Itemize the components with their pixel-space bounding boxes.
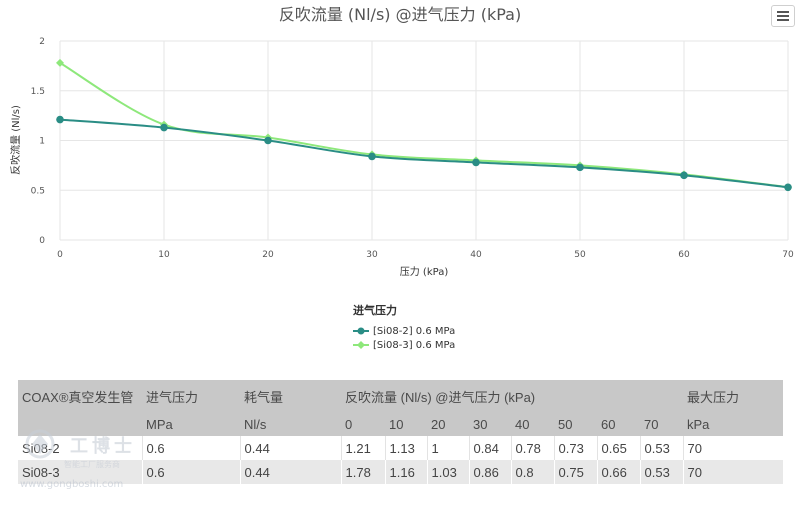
- table-cell: 1.03: [426, 460, 469, 484]
- unit-cell: 20: [427, 412, 469, 436]
- legend-label: [Si08-2] 0.6 MPa: [373, 325, 456, 337]
- unit-cell: Nl/s: [240, 412, 341, 436]
- table-row: Si08-2 0.6 0.44 1.21 1.13 1 0.84 0.78 0.…: [18, 436, 783, 460]
- table-header-row: COAX®真空发生管 进气压力 耗气量 反吹流量 (Nl/s) @进气压力 (k…: [18, 380, 783, 412]
- table-row: Si08-3 0.6 0.44 1.78 1.16 1.03 0.86 0.8 …: [18, 460, 783, 484]
- unit-cell: kPa: [683, 412, 783, 436]
- hamburger-menu-icon[interactable]: [771, 5, 795, 27]
- table-cell: 1.13: [384, 436, 427, 460]
- data-point[interactable]: [264, 136, 272, 145]
- unit-cell: 70: [640, 412, 683, 436]
- legend-item-si08-2[interactable]: [Si08-2] 0.6 MPa: [353, 324, 455, 338]
- y-tick-label: 1.5: [31, 87, 45, 97]
- table-cell: 0.75: [553, 460, 597, 484]
- table-cell: 0.65: [596, 436, 640, 460]
- x-tick-label: 50: [574, 250, 586, 260]
- x-tick-label: 0: [57, 250, 63, 260]
- table-cell: 0.53: [639, 436, 683, 460]
- y-tick-label: 0: [39, 236, 45, 246]
- chart-grid: [59, 40, 789, 241]
- x-tick-label: 70: [782, 250, 794, 260]
- unit-cell: 10: [385, 412, 427, 436]
- table-cell: Si08-2: [18, 436, 142, 460]
- data-point[interactable]: [56, 58, 64, 67]
- header-cell: 耗气量: [240, 380, 341, 412]
- table-cell: 0.78: [510, 436, 554, 460]
- x-axis: 0 10 20 30 40 50 60 70: [57, 250, 794, 260]
- table-cell: 0.44: [239, 460, 341, 484]
- spec-table: COAX®真空发生管 进气压力 耗气量 反吹流量 (Nl/s) @进气压力 (k…: [18, 380, 783, 484]
- unit-cell: 0: [341, 412, 385, 436]
- y-axis: 0 0.5 1 1.5 2: [31, 37, 46, 246]
- series-line-0: [59, 118, 789, 189]
- table-cell: 1.78: [340, 460, 385, 484]
- data-point[interactable]: [680, 171, 688, 180]
- y-tick-label: 1: [39, 137, 45, 147]
- series-line-1: [59, 62, 789, 189]
- chart-title: 反吹流量 (Nl/s) @进气压力 (kPa): [279, 5, 521, 24]
- table-cell: 0.6: [141, 436, 240, 460]
- table-cell: 1.21: [340, 436, 385, 460]
- legend-swatch-circle: [353, 327, 369, 335]
- header-cell: 反吹流量 (Nl/s) @进气压力 (kPa): [341, 380, 683, 412]
- legend-label: [Si08-3] 0.6 MPa: [373, 339, 456, 351]
- unit-cell: 40: [511, 412, 554, 436]
- data-point[interactable]: [472, 158, 480, 167]
- table-cell: 0.84: [468, 436, 511, 460]
- series-layer: [56, 58, 792, 192]
- unit-cell: MPa: [142, 412, 240, 436]
- header-cell: 进气压力: [142, 380, 240, 412]
- table-cell: 0.44: [239, 436, 341, 460]
- data-point[interactable]: [784, 183, 792, 192]
- unit-cell: 50: [554, 412, 597, 436]
- legend-item-si08-3[interactable]: [Si08-3] 0.6 MPa: [353, 338, 455, 352]
- legend-swatch-diamond: [353, 341, 369, 349]
- unit-cell: [18, 412, 142, 436]
- x-tick-label: 60: [678, 250, 690, 260]
- line-chart: 反吹流量 (Nl/s) @进气压力 (kPa) 0 0.5 1 1.5 2 0 10 20 3…: [9, 5, 794, 278]
- table-unit-row: MPa Nl/s 0 10 20 30 40 50 60 70 kPa: [18, 412, 783, 436]
- x-tick-label: 30: [366, 250, 378, 260]
- y-tick-label: 2: [39, 37, 45, 47]
- y-tick-label: 0.5: [31, 186, 45, 196]
- table-cell: 0.73: [553, 436, 597, 460]
- x-tick-label: 20: [262, 250, 274, 260]
- table-cell: 70: [682, 436, 783, 460]
- table-cell: 0.53: [639, 460, 683, 484]
- legend-title: 进气压力: [353, 304, 397, 317]
- chart-legend: 进气压力 [Si08-2] 0.6 MPa [Si08-3] 0.6 MPa: [353, 302, 455, 352]
- table-cell: Si08-3: [18, 460, 142, 484]
- unit-cell: 30: [469, 412, 511, 436]
- table-cell: 70: [682, 460, 783, 484]
- unit-cell: 60: [597, 412, 640, 436]
- x-axis-label: 压力 (kPa): [400, 265, 449, 278]
- data-point[interactable]: [56, 115, 64, 124]
- x-tick-label: 40: [470, 250, 482, 260]
- table-cell: 0.8: [510, 460, 554, 484]
- data-point[interactable]: [160, 123, 168, 132]
- header-cell: COAX®真空发生管: [18, 380, 142, 412]
- table-cell: 0.86: [468, 460, 511, 484]
- data-point[interactable]: [576, 163, 584, 172]
- table-cell: 0.66: [596, 460, 640, 484]
- data-point[interactable]: [368, 152, 376, 161]
- table-cell: 1.16: [384, 460, 427, 484]
- table-cell: 0.6: [141, 460, 240, 484]
- y-axis-label: 反吹流量 (Nl/s): [9, 105, 22, 175]
- x-tick-label: 10: [158, 250, 170, 260]
- header-cell: 最大压力: [683, 380, 783, 412]
- table-cell: 1: [426, 436, 469, 460]
